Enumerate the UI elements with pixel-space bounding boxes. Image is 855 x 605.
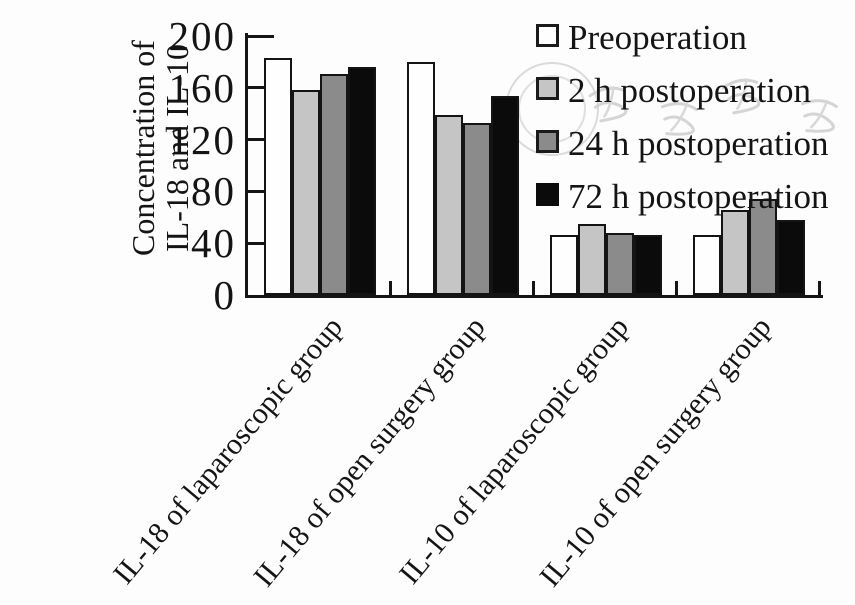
bar (550, 235, 578, 295)
x-category-label: IL-18 of open surgery group (247, 310, 493, 594)
x-tick (675, 281, 678, 295)
legend-swatch (536, 24, 559, 47)
bar (777, 219, 805, 295)
y-tick-label: 160 (168, 64, 236, 111)
bar (407, 61, 435, 295)
legend-item: 2 h postoperation (536, 73, 811, 113)
legend-item: 72 h postoperation (536, 179, 829, 219)
y-tick-label: 200 (168, 13, 236, 59)
y-tick (248, 86, 274, 90)
bar (320, 73, 348, 295)
legend-label: 2 h postoperation (568, 71, 812, 110)
y-tick-label: 40 (191, 220, 236, 267)
y-axis-line (245, 33, 248, 298)
bar (348, 67, 376, 295)
legend-label: Preoperation (568, 18, 747, 57)
y-tick (248, 34, 274, 38)
bar (749, 199, 777, 295)
bar (435, 114, 463, 295)
x-tick (389, 281, 392, 295)
legend-label: 72 h postoperation (568, 177, 829, 216)
legend-item: 24 h postoperation (536, 126, 829, 166)
bar (491, 95, 519, 295)
x-category-label: IL-18 of laparoscopic group (107, 310, 350, 591)
watermark-glyph (716, 70, 767, 121)
y-tick (248, 138, 274, 142)
legend-item: Preoperation (536, 20, 747, 60)
bar (292, 90, 320, 295)
watermark-glyph (583, 78, 634, 129)
bar (463, 122, 491, 295)
legend-swatch (536, 77, 559, 100)
y-tick (248, 241, 274, 245)
y-tick (248, 189, 274, 193)
legend-swatch (536, 183, 559, 206)
y-tick-label: 120 (168, 116, 236, 163)
x-category-label: IL-10 of open surgery group (533, 310, 779, 594)
bar (634, 235, 662, 295)
legend-swatch (536, 130, 559, 153)
bar (693, 235, 721, 295)
y-tick-label: 80 (191, 168, 236, 215)
watermark-glyph (792, 89, 844, 141)
bar (578, 223, 606, 295)
watermark-glyph (652, 92, 704, 144)
x-tick (818, 281, 821, 295)
bar (606, 232, 634, 295)
legend-label: 24 h postoperation (568, 124, 829, 163)
bar (264, 58, 292, 295)
x-axis-line (245, 295, 823, 298)
x-tick (532, 281, 535, 295)
y-tick-label: 0 (213, 272, 236, 318)
bar (721, 209, 749, 295)
